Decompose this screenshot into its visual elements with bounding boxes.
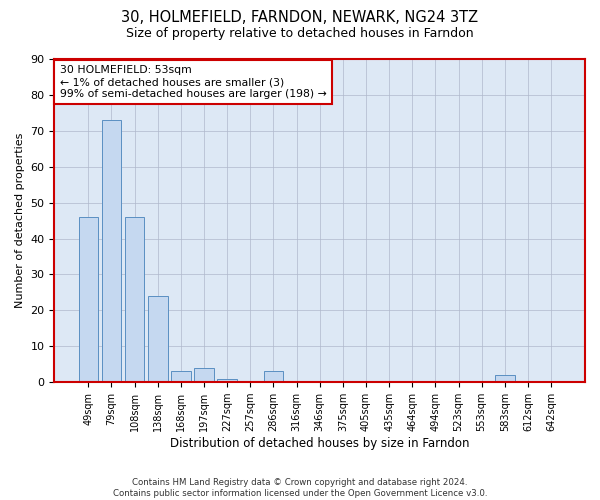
Bar xyxy=(171,372,191,382)
Bar xyxy=(148,296,167,382)
Text: 30, HOLMEFIELD, FARNDON, NEWARK, NG24 3TZ: 30, HOLMEFIELD, FARNDON, NEWARK, NG24 3T… xyxy=(121,10,479,25)
Text: Size of property relative to detached houses in Farndon: Size of property relative to detached ho… xyxy=(126,28,474,40)
Bar xyxy=(125,217,145,382)
X-axis label: Distribution of detached houses by size in Farndon: Distribution of detached houses by size … xyxy=(170,437,469,450)
Bar xyxy=(101,120,121,382)
Text: Contains HM Land Registry data © Crown copyright and database right 2024.
Contai: Contains HM Land Registry data © Crown c… xyxy=(113,478,487,498)
Bar xyxy=(194,368,214,382)
Y-axis label: Number of detached properties: Number of detached properties xyxy=(15,133,25,308)
Text: 30 HOLMEFIELD: 53sqm
← 1% of detached houses are smaller (3)
99% of semi-detache: 30 HOLMEFIELD: 53sqm ← 1% of detached ho… xyxy=(60,66,326,98)
Bar xyxy=(263,372,283,382)
Bar xyxy=(495,375,515,382)
Bar xyxy=(217,378,237,382)
Bar xyxy=(79,217,98,382)
